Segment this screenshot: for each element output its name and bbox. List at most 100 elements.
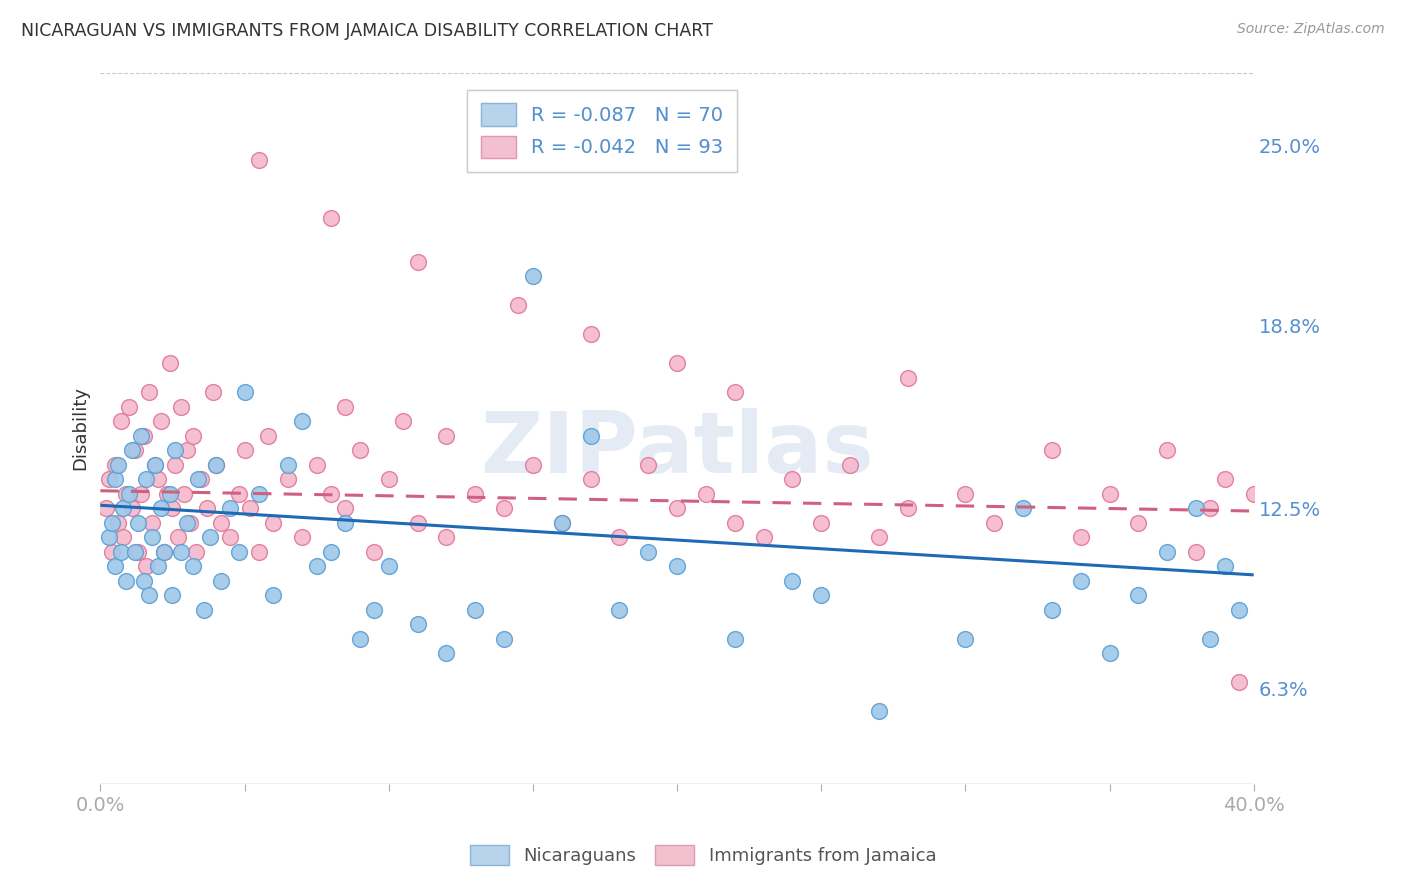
Point (204, 458, 226, 472)
Point (1213, 472, 1236, 486)
Point (170, 544, 193, 558)
Point (782, 574, 804, 588)
Y-axis label: Disability: Disability (72, 386, 89, 470)
Point (198, 530, 221, 544)
Point (262, 516, 284, 530)
Point (406, 617, 429, 632)
Point (406, 254, 429, 268)
Point (129, 428, 152, 442)
Point (181, 559, 204, 574)
Point (162, 588, 184, 602)
Point (434, 530, 457, 544)
Point (179, 516, 201, 530)
Text: ZIPatlas: ZIPatlas (481, 409, 875, 491)
Point (124, 544, 146, 558)
Point (101, 544, 124, 558)
Point (219, 501, 242, 516)
Point (176, 516, 198, 530)
Point (107, 458, 129, 472)
Point (118, 400, 141, 414)
Point (955, 486, 977, 500)
Point (146, 472, 169, 486)
Point (228, 544, 250, 558)
Point (550, 516, 572, 530)
Point (724, 385, 747, 400)
Legend: Nicaraguans, Immigrants from Jamaica: Nicaraguans, Immigrants from Jamaica (463, 838, 943, 872)
Point (1012, 501, 1035, 516)
Point (149, 414, 172, 428)
Point (1070, 574, 1092, 588)
Point (173, 486, 195, 500)
Point (666, 501, 689, 516)
Point (146, 559, 169, 574)
Point (434, 646, 457, 660)
Point (637, 458, 659, 472)
Point (1156, 544, 1178, 558)
Point (138, 588, 160, 602)
Point (152, 544, 174, 558)
Point (810, 588, 832, 602)
Point (1098, 486, 1121, 500)
Point (810, 516, 832, 530)
Point (464, 603, 486, 617)
Point (335, 501, 357, 516)
Point (305, 559, 328, 574)
Point (181, 428, 204, 442)
Point (170, 400, 193, 414)
Point (464, 486, 486, 500)
Point (1128, 516, 1150, 530)
Point (193, 603, 215, 617)
Point (1199, 632, 1222, 646)
Point (434, 428, 457, 442)
Point (239, 501, 262, 516)
Point (637, 544, 659, 558)
Point (143, 458, 166, 472)
Point (104, 472, 127, 486)
Point (377, 472, 399, 486)
Point (110, 544, 132, 558)
Point (121, 501, 143, 516)
Point (291, 414, 314, 428)
Point (1040, 603, 1063, 617)
Point (868, 530, 890, 544)
Point (406, 516, 429, 530)
Point (247, 153, 270, 167)
Point (127, 516, 149, 530)
Point (124, 443, 146, 458)
Legend: R = -0.087   N = 70, R = -0.042   N = 93: R = -0.087 N = 70, R = -0.042 N = 93 (467, 90, 737, 171)
Point (363, 603, 385, 617)
Point (349, 632, 371, 646)
Point (112, 530, 135, 544)
Point (579, 472, 602, 486)
Point (107, 516, 129, 530)
Point (839, 458, 862, 472)
Point (195, 501, 218, 516)
Point (1070, 530, 1092, 544)
Point (666, 559, 689, 574)
Point (204, 458, 226, 472)
Point (115, 486, 138, 500)
Point (233, 443, 256, 458)
Point (184, 544, 207, 558)
Point (609, 530, 631, 544)
Point (104, 458, 127, 472)
Point (377, 559, 399, 574)
Point (1156, 443, 1178, 458)
Point (1199, 501, 1222, 516)
Point (190, 472, 212, 486)
Point (228, 486, 250, 500)
Point (201, 385, 224, 400)
Point (291, 530, 314, 544)
Point (115, 574, 138, 588)
Point (335, 400, 357, 414)
Point (176, 443, 198, 458)
Point (983, 516, 1005, 530)
Point (162, 501, 184, 516)
Point (262, 588, 284, 602)
Point (335, 516, 357, 530)
Point (1227, 603, 1250, 617)
Point (319, 211, 342, 225)
Point (159, 356, 181, 370)
Point (143, 458, 166, 472)
Point (256, 428, 278, 442)
